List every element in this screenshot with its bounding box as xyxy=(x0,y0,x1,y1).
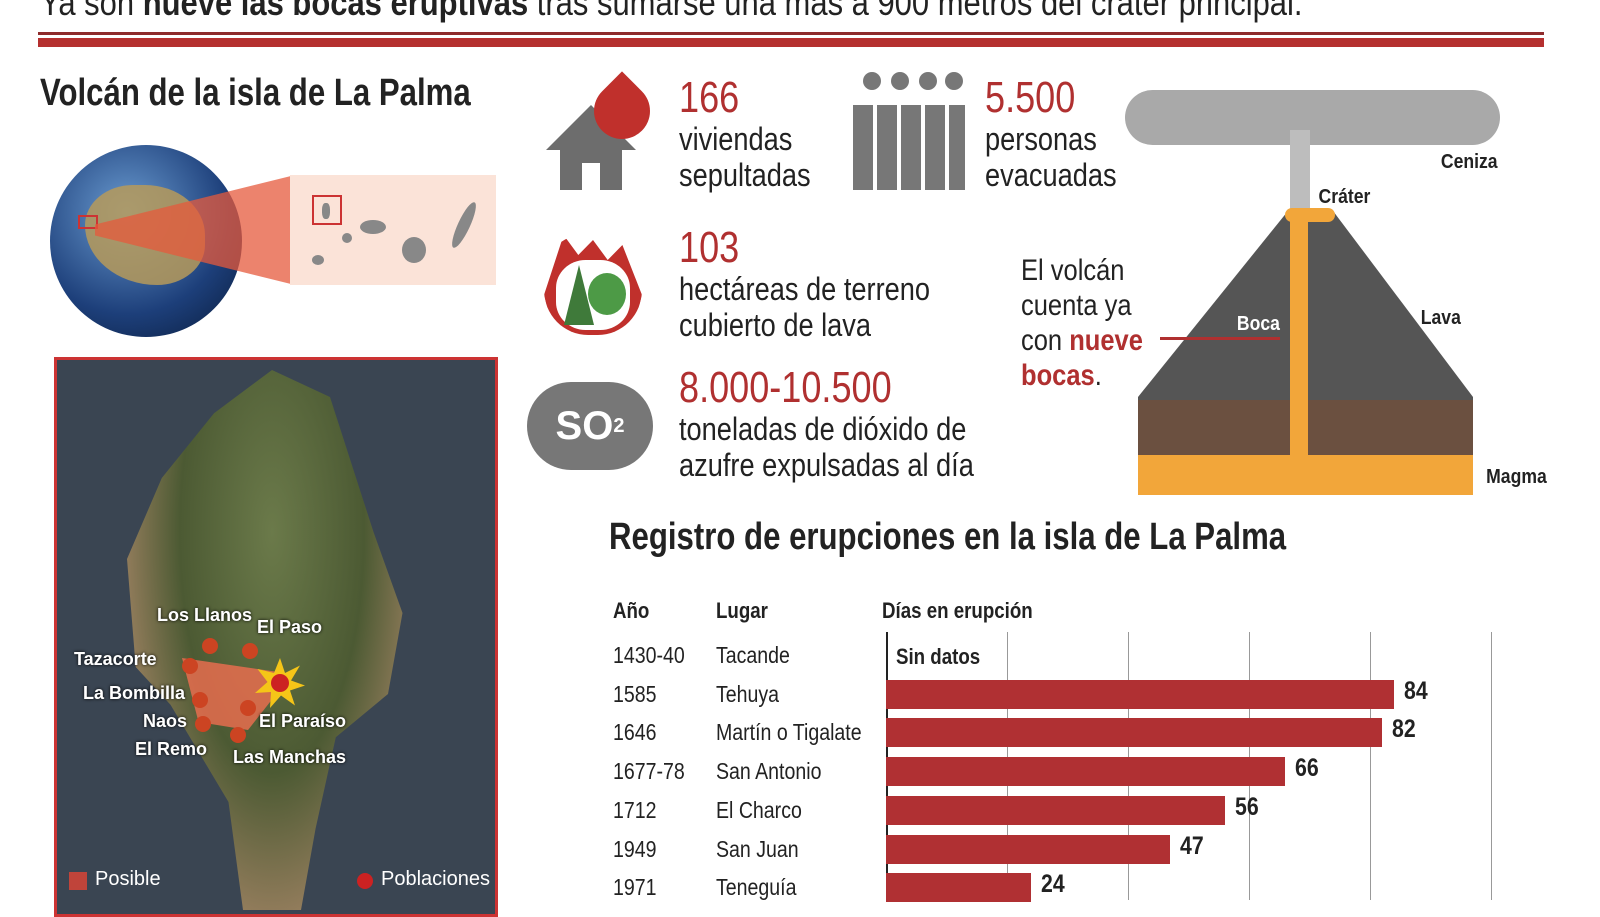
la-palma-map: Los Llanos El Paso Tazacorte La Bombilla… xyxy=(54,357,498,917)
stat-text: toneladas de dióxido de azufre expulsadas… xyxy=(679,411,974,483)
year-cell: 1677-78 xyxy=(613,758,685,785)
bar-value-label: 56 xyxy=(1234,792,1259,821)
so2-cloud-icon: SO 2 xyxy=(527,382,653,470)
gridline xyxy=(1370,632,1371,900)
island-shape xyxy=(127,370,403,910)
place-cell: Tacande xyxy=(716,642,790,668)
stat-text: personas evacuadas xyxy=(985,121,1117,193)
forest-fire-icon xyxy=(544,235,642,335)
year-cell: 1712 xyxy=(613,796,657,823)
column-header-days: Días en erupción xyxy=(882,598,1033,623)
bar-value-label: 82 xyxy=(1392,715,1416,744)
year-cell: 1949 xyxy=(613,835,657,862)
label-magma: Magma xyxy=(1486,466,1547,488)
place-cell: Tehuya xyxy=(716,680,780,707)
legend-towns: Poblaciones xyxy=(381,868,490,890)
column-header-year: Año xyxy=(613,598,650,623)
stat-number: 8.000-10.500 xyxy=(679,363,892,412)
pointer-line xyxy=(1160,337,1280,340)
stat-number: 103 xyxy=(679,223,740,272)
map-label: El Paso xyxy=(257,617,323,637)
place-cell: Martín o Tigalate xyxy=(716,719,862,746)
year-cell: 1585 xyxy=(613,680,657,707)
year-cell: 1971 xyxy=(613,874,657,901)
place-cell: El Charco xyxy=(716,796,802,823)
year-cell: 1430-40 xyxy=(613,642,685,668)
label-boca: Boca xyxy=(1236,313,1280,335)
bar xyxy=(886,757,1286,787)
headline: Ya son nueve las bocas eruptivas tras su… xyxy=(40,0,1303,23)
map-label: Naos xyxy=(143,711,188,731)
legend-square-icon xyxy=(69,872,87,890)
no-data-label: Sin datos xyxy=(896,644,981,669)
bar xyxy=(886,679,1395,709)
place-cell: Teneguía xyxy=(716,874,797,901)
label-lava: Lava xyxy=(1420,307,1461,329)
bar xyxy=(886,795,1225,825)
bar-value-label: 47 xyxy=(1180,831,1204,860)
map-label: Las Manchas xyxy=(233,747,347,767)
people-icon xyxy=(853,72,965,190)
place-cell: San Antonio xyxy=(716,758,822,785)
map-label: Tazacorte xyxy=(74,649,157,669)
bar-value-label: 66 xyxy=(1295,754,1319,783)
map-label: El Remo xyxy=(135,739,208,759)
house-fire-icon xyxy=(546,71,662,190)
map-label: Los Llanos xyxy=(157,605,253,625)
legend-possible: Posible xyxy=(95,868,161,890)
label-crater: Cráter xyxy=(1318,186,1371,208)
map-label: La Bombilla xyxy=(83,683,186,703)
volcano-note: El volcán cuenta ya con nueve bocas. xyxy=(1021,254,1143,392)
divider xyxy=(38,32,1544,35)
label-ceniza: Ceniza xyxy=(1440,151,1498,173)
gridline xyxy=(1491,632,1492,900)
stat-number: 5.500 xyxy=(985,73,1076,122)
chart-title: Registro de erupciones en la isla de La … xyxy=(609,516,1287,558)
bar xyxy=(886,718,1383,748)
year-cell: 1646 xyxy=(613,719,657,746)
legend-dot-icon xyxy=(357,873,373,889)
canary-islands-inset xyxy=(290,175,496,285)
left-title: Volcán de la isla de La Palma xyxy=(40,72,471,114)
divider xyxy=(38,38,1544,47)
bar xyxy=(886,873,1032,903)
bar-value-label: 24 xyxy=(1041,870,1065,899)
stat-text: hectáreas de terreno cubierto de lava xyxy=(679,271,931,343)
volcano-diagram xyxy=(1120,80,1510,500)
place-cell: San Juan xyxy=(716,835,799,862)
bar xyxy=(886,834,1171,864)
column-header-place: Lugar xyxy=(716,598,768,623)
stat-number: 166 xyxy=(679,73,740,122)
bar-value-label: 84 xyxy=(1404,676,1428,705)
map-label: El Paraíso xyxy=(259,711,347,731)
stat-text: viviendas sepultadas xyxy=(679,121,811,193)
